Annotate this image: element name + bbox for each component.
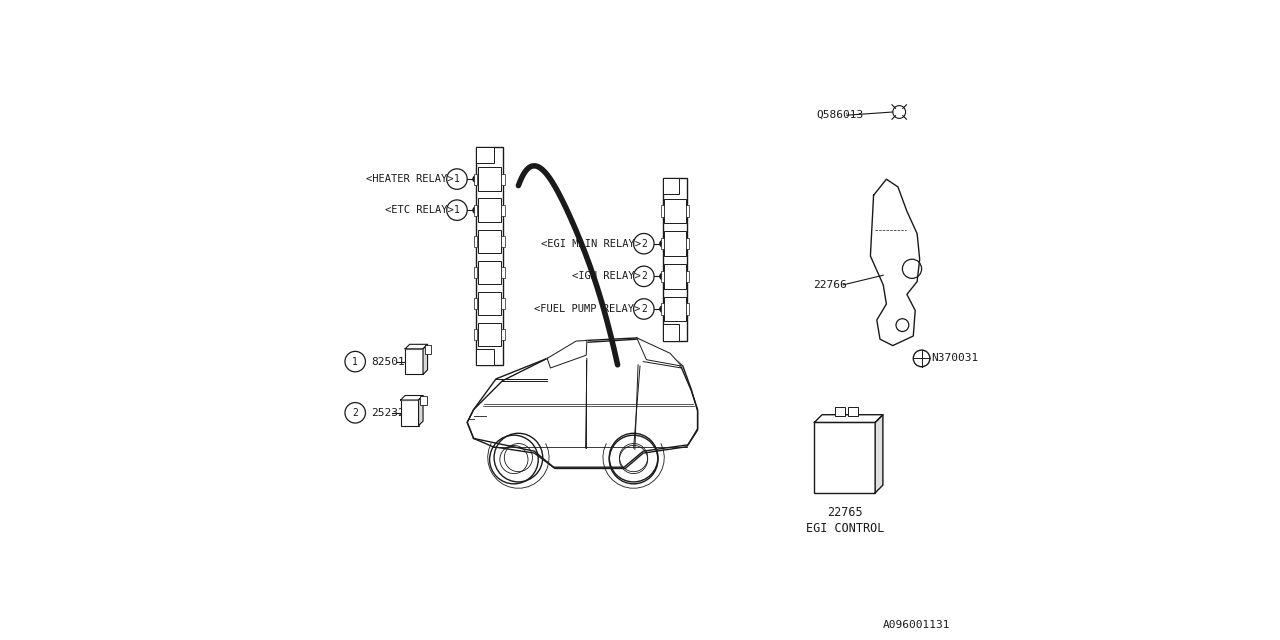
FancyBboxPatch shape [474,205,477,216]
Text: N370031: N370031 [932,353,978,364]
Text: 1: 1 [454,205,460,215]
FancyBboxPatch shape [404,349,422,374]
Circle shape [474,176,480,182]
Circle shape [474,207,480,213]
FancyBboxPatch shape [835,407,845,416]
FancyBboxPatch shape [401,400,419,426]
FancyBboxPatch shape [686,271,689,282]
FancyBboxPatch shape [502,329,504,340]
FancyBboxPatch shape [660,271,664,282]
Text: <HEATER RELAY>: <HEATER RELAY> [366,174,454,184]
Polygon shape [637,338,681,366]
FancyBboxPatch shape [660,205,664,217]
Polygon shape [467,338,698,468]
Text: 25232: 25232 [371,408,404,418]
Text: 1: 1 [454,174,460,184]
Text: <IGN RELAY>: <IGN RELAY> [572,271,641,282]
FancyBboxPatch shape [476,349,494,365]
FancyBboxPatch shape [664,232,686,256]
Circle shape [660,273,667,280]
Polygon shape [404,344,428,349]
FancyBboxPatch shape [660,303,664,315]
FancyBboxPatch shape [477,260,502,284]
Polygon shape [422,344,428,374]
FancyBboxPatch shape [686,238,689,250]
Polygon shape [401,396,422,400]
Text: <FUEL PUMP RELAY>: <FUEL PUMP RELAY> [534,304,641,314]
Text: 2: 2 [641,271,646,282]
Polygon shape [814,415,883,422]
FancyBboxPatch shape [502,298,504,309]
FancyBboxPatch shape [476,147,494,163]
FancyBboxPatch shape [502,173,504,184]
FancyBboxPatch shape [476,147,503,365]
Text: A096001131: A096001131 [883,620,950,630]
Polygon shape [467,339,698,467]
FancyBboxPatch shape [420,396,428,405]
FancyBboxPatch shape [474,329,477,340]
Circle shape [660,306,667,312]
Polygon shape [548,340,586,368]
Circle shape [581,369,590,378]
FancyBboxPatch shape [477,230,502,253]
Text: 22765: 22765 [827,506,863,518]
Text: <ETC RELAY>: <ETC RELAY> [385,205,454,215]
Circle shape [563,367,572,376]
Circle shape [660,241,667,247]
FancyBboxPatch shape [477,168,502,191]
FancyBboxPatch shape [474,236,477,246]
FancyBboxPatch shape [814,422,876,493]
FancyBboxPatch shape [502,267,504,278]
Text: <EGI MAIN RELAY>: <EGI MAIN RELAY> [540,239,641,249]
FancyBboxPatch shape [474,298,477,309]
Text: 2: 2 [352,408,358,418]
FancyBboxPatch shape [664,199,686,223]
FancyBboxPatch shape [663,177,687,340]
FancyBboxPatch shape [660,238,664,250]
FancyBboxPatch shape [502,236,504,246]
FancyBboxPatch shape [664,264,686,289]
Circle shape [562,372,571,381]
Text: 22766: 22766 [813,280,846,290]
FancyBboxPatch shape [474,267,477,278]
Polygon shape [876,415,883,493]
FancyBboxPatch shape [477,323,502,346]
Circle shape [584,364,594,372]
FancyBboxPatch shape [502,205,504,216]
FancyBboxPatch shape [686,205,689,217]
Polygon shape [419,396,422,426]
FancyBboxPatch shape [686,303,689,315]
FancyBboxPatch shape [477,198,502,222]
FancyBboxPatch shape [663,177,678,194]
Text: Q586013: Q586013 [817,110,863,120]
Text: 2: 2 [641,239,646,249]
Text: EGI CONTROL: EGI CONTROL [805,522,884,534]
Polygon shape [870,179,920,346]
Text: 82501D: 82501D [371,356,412,367]
FancyBboxPatch shape [474,173,477,184]
FancyBboxPatch shape [663,324,678,340]
FancyBboxPatch shape [849,407,859,416]
Text: 2: 2 [641,304,646,314]
Text: 1: 1 [352,356,358,367]
FancyBboxPatch shape [425,345,431,354]
FancyBboxPatch shape [477,292,502,315]
FancyBboxPatch shape [664,297,686,321]
